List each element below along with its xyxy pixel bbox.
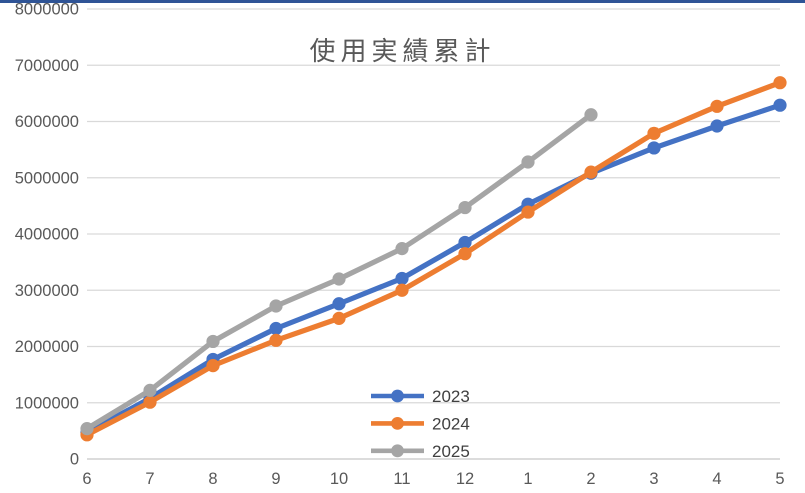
y-axis-tick-label: 7000000	[15, 57, 79, 75]
y-axis-tick-label: 8000000	[15, 3, 79, 19]
x-axis-tick-label: 11	[393, 470, 410, 488]
legend-label: 2025	[432, 442, 470, 461]
x-axis-tick-label: 12	[456, 470, 474, 488]
legend-label: 2024	[432, 414, 470, 433]
series-marker-2025	[458, 200, 472, 215]
series-marker-2023	[710, 119, 724, 133]
y-axis-tick-label: 0	[70, 451, 79, 469]
series-marker-2024	[332, 311, 346, 325]
legend-circle-marker	[391, 417, 404, 430]
y-axis-tick-label: 5000000	[15, 169, 79, 187]
series-marker-2024	[647, 126, 661, 140]
legend-circle-marker	[391, 444, 404, 458]
series-marker-2023	[647, 141, 661, 155]
series-marker-2023	[269, 321, 283, 336]
series-marker-2025	[395, 242, 409, 256]
series-marker-2025	[584, 108, 598, 122]
series-marker-2024	[395, 283, 409, 297]
y-axis-tick-label: 6000000	[15, 113, 79, 131]
x-axis-tick-label: 9	[271, 470, 280, 488]
series-marker-2025	[80, 422, 94, 436]
series-marker-2023	[773, 98, 787, 112]
series-marker-2024	[710, 99, 724, 113]
legend-label: 2023	[432, 387, 470, 406]
y-axis-tick-label: 1000000	[15, 394, 79, 412]
series-marker-2024	[584, 165, 598, 179]
series-marker-2024	[521, 205, 535, 219]
series-marker-2024	[269, 333, 283, 347]
x-axis-tick-label: 7	[145, 470, 154, 488]
x-axis-tick-label: 8	[208, 470, 217, 488]
y-axis-tick-label: 2000000	[15, 338, 79, 356]
series-line-2023	[84, 102, 783, 436]
series-marker-2024	[206, 359, 220, 373]
chart-title: 使用実績累計	[309, 36, 496, 66]
series-marker-2025	[269, 299, 283, 313]
x-axis-tick-label: 6	[82, 470, 91, 488]
x-axis-tick-label: 1	[523, 470, 532, 488]
series-marker-2025	[332, 272, 346, 286]
series-marker-2023	[458, 235, 472, 250]
x-axis-tick-label: 5	[775, 470, 784, 488]
legend-item-2024[interactable]: 2024	[371, 414, 470, 433]
series-line-2025	[84, 112, 594, 432]
series-line-2024	[84, 80, 783, 438]
series-marker-2025	[521, 155, 535, 169]
x-axis-tick-label: 10	[330, 470, 348, 488]
legend-circle-marker	[391, 389, 404, 403]
series-marker-2023	[332, 297, 346, 311]
series-marker-2024	[773, 76, 787, 90]
y-axis-tick-label: 3000000	[15, 282, 79, 300]
series-marker-2024	[143, 395, 157, 409]
legend-item-2023[interactable]: 2023	[371, 387, 470, 406]
series-marker-2023	[395, 271, 409, 286]
y-axis-tick-label: 4000000	[15, 226, 79, 244]
line-chart-plot: 0 1000000 2000000 3000000 4000000 5000000 6000…	[15, 3, 787, 488]
series-marker-2024	[458, 247, 472, 261]
x-axis-tick-label: 4	[712, 470, 721, 488]
legend-item-2025[interactable]: 2025	[371, 442, 470, 461]
x-axis-tick-label: 3	[649, 470, 658, 488]
series-marker-2025	[206, 334, 220, 349]
series-marker-2025	[143, 383, 157, 397]
x-axis-tick-label: 2	[586, 470, 595, 488]
